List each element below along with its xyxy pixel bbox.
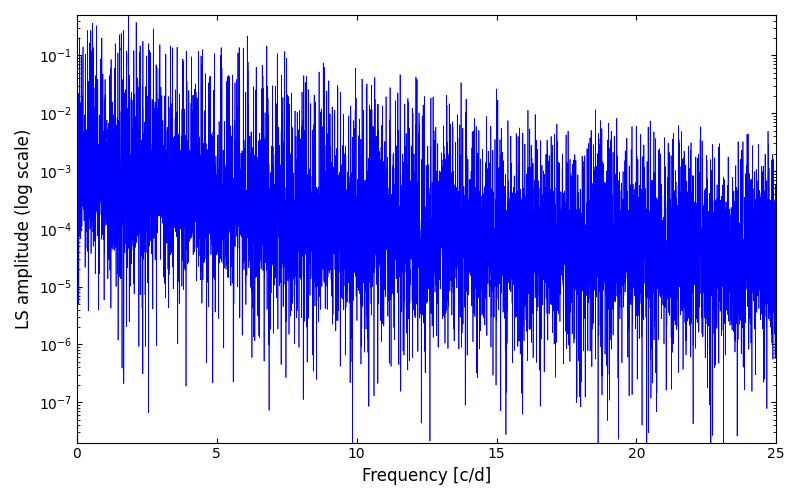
Y-axis label: LS amplitude (log scale): LS amplitude (log scale) bbox=[15, 128, 33, 329]
X-axis label: Frequency [c/d]: Frequency [c/d] bbox=[362, 467, 491, 485]
